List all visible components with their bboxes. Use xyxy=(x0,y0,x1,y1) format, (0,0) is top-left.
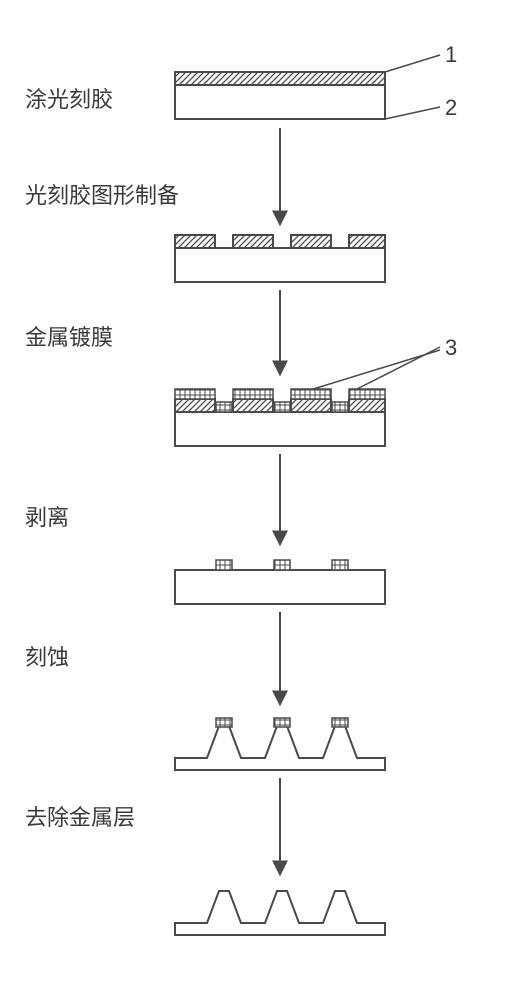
step1-label: 涂光刻胶 xyxy=(25,82,113,114)
step6-figure xyxy=(175,891,385,935)
step5-label: 刻蚀 xyxy=(25,640,69,672)
step4-label: 剥离 xyxy=(25,500,69,532)
step2-figure xyxy=(175,235,385,282)
step6-label: 去除金属层 xyxy=(25,800,135,832)
process-diagram xyxy=(0,0,513,1000)
step5-figure xyxy=(175,718,385,770)
callout-3: 3 xyxy=(445,335,457,361)
callout-1: 1 xyxy=(445,42,457,68)
step3-figure xyxy=(175,347,440,446)
step4-figure xyxy=(175,560,385,604)
callout-2: 2 xyxy=(445,95,457,121)
step3-label: 金属镀膜 xyxy=(25,320,113,352)
step1-figure xyxy=(175,55,440,119)
step2-label: 光刻胶图形制备 xyxy=(25,178,179,210)
